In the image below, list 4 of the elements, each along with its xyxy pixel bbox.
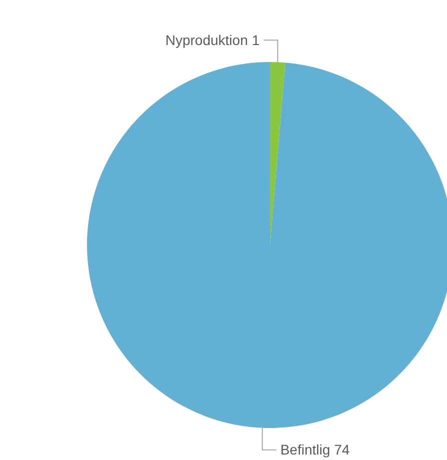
data-label: 1 — [252, 32, 260, 48]
data-label: 74 — [334, 442, 350, 458]
slice-label: Befintlig — [280, 442, 330, 458]
slice-label: Nyproduktion — [165, 32, 248, 48]
